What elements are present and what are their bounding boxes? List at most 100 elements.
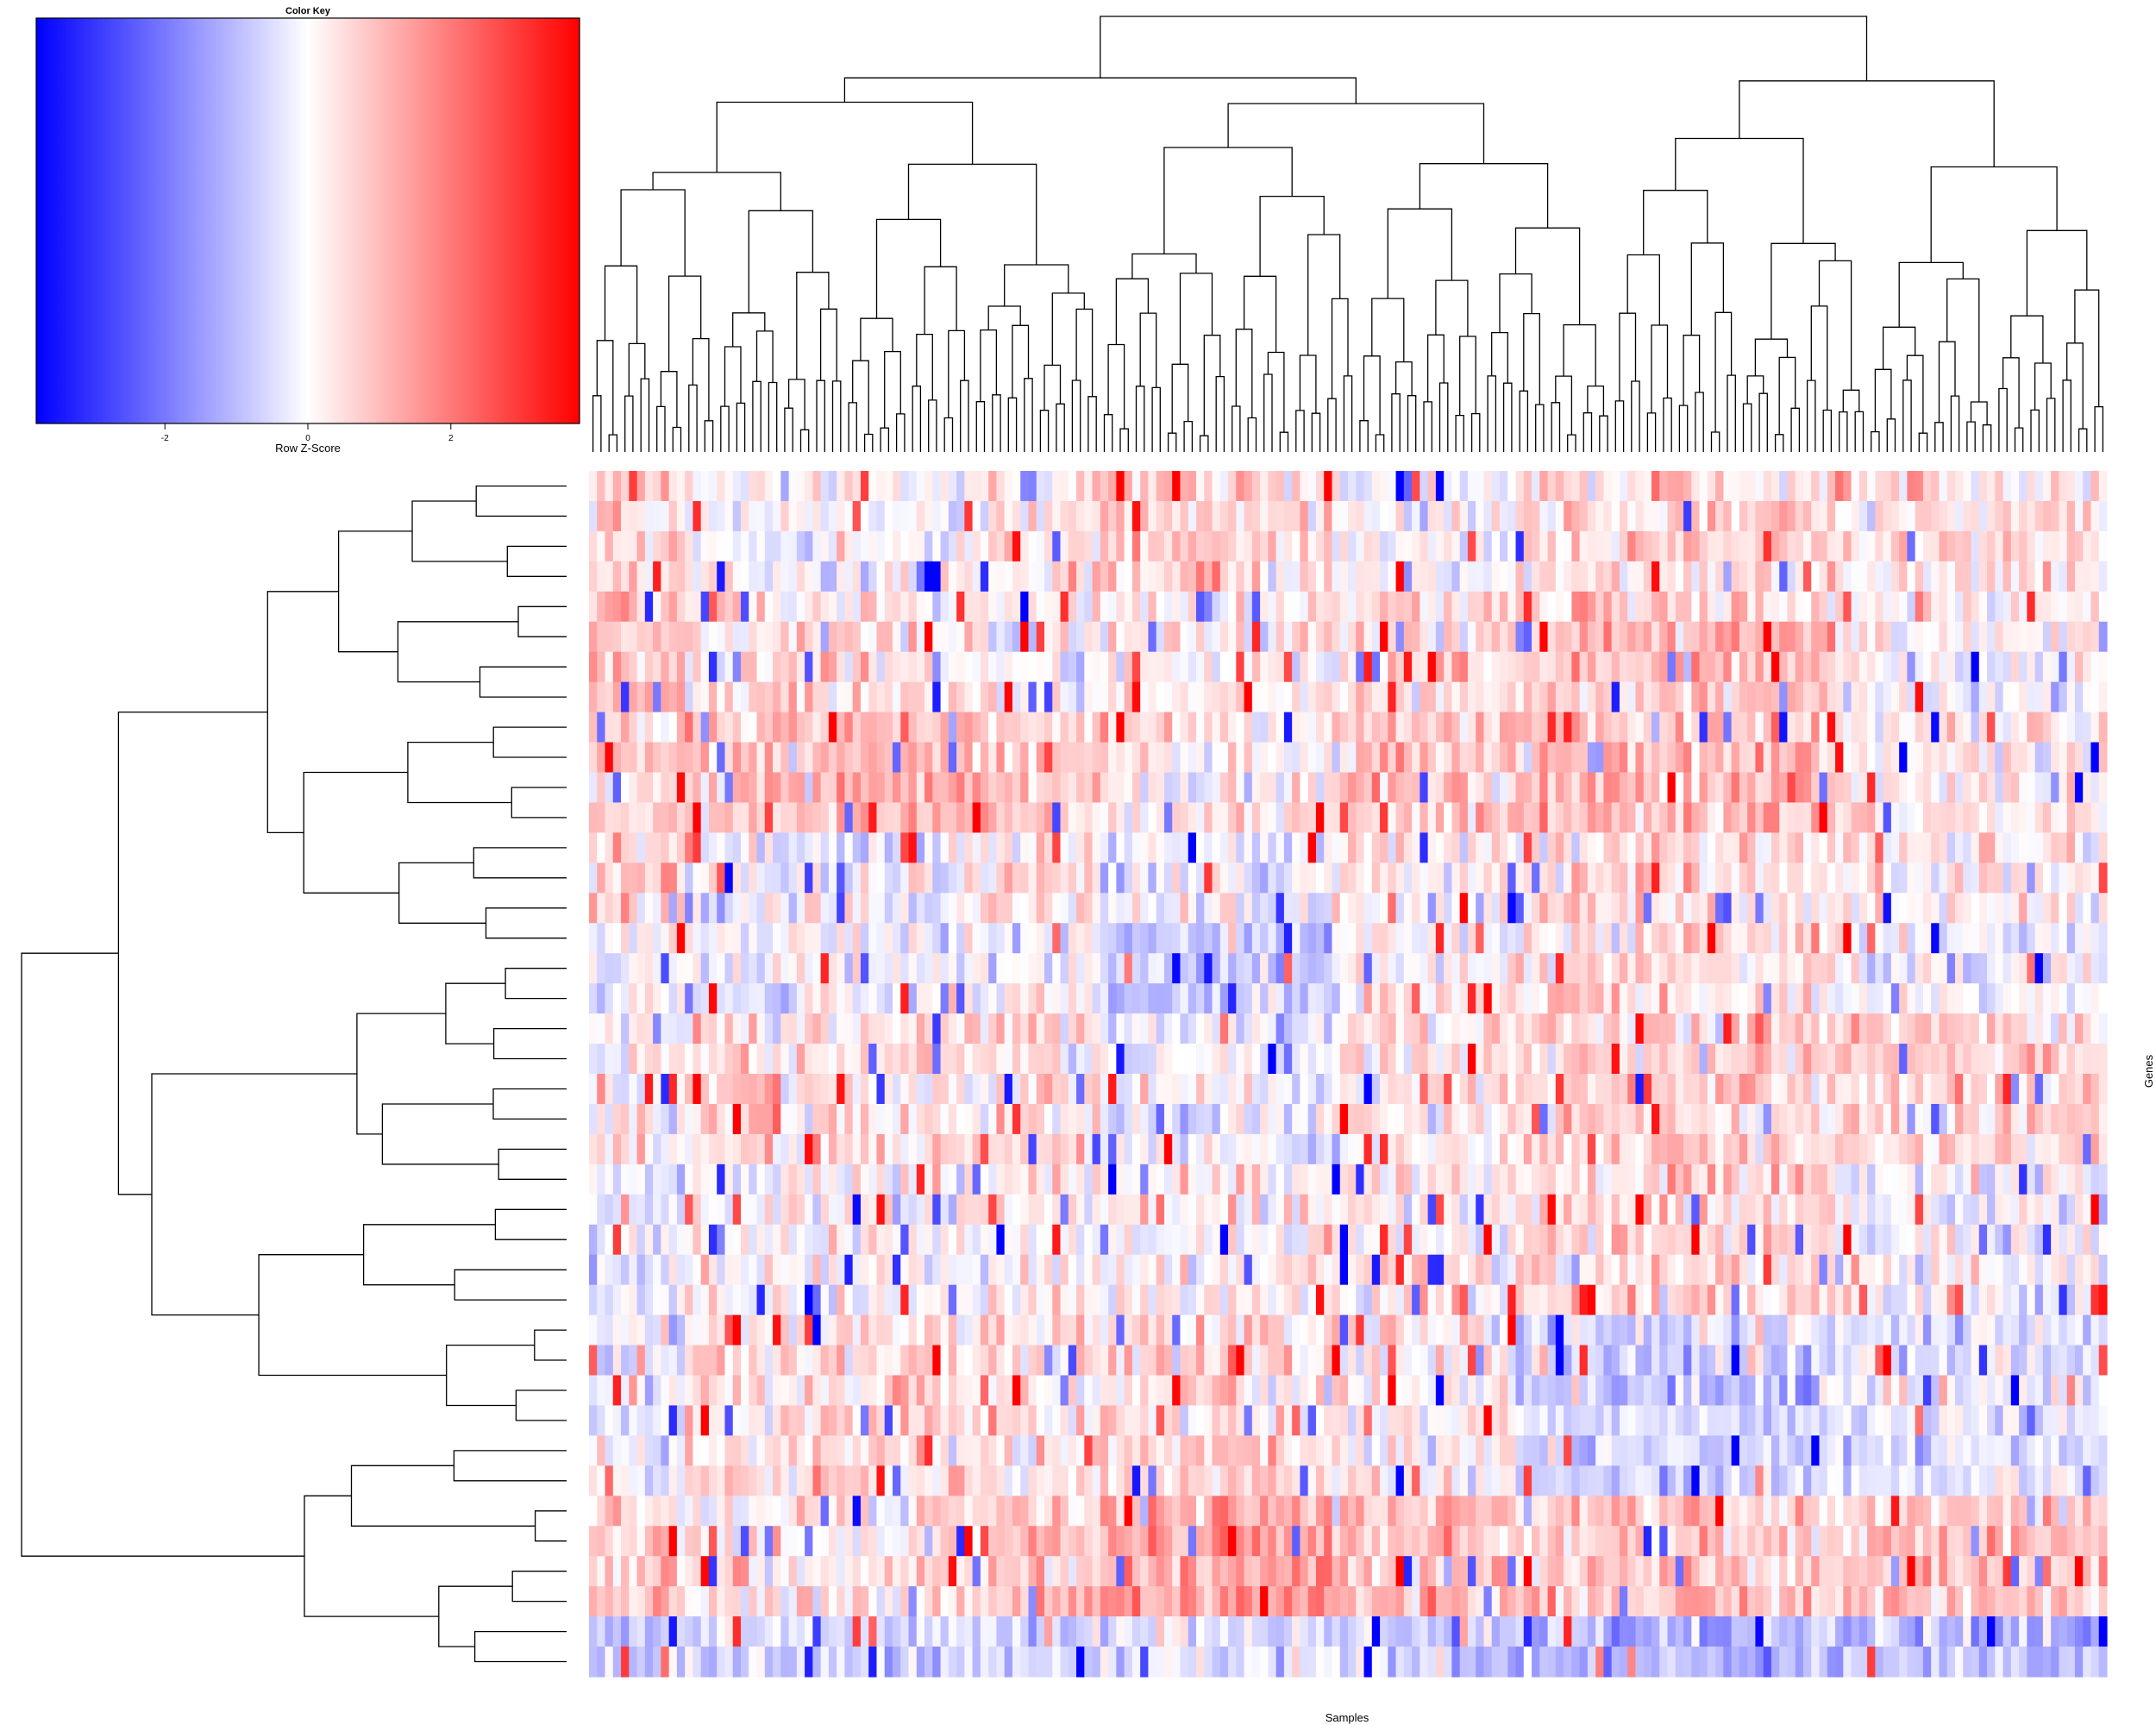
heatmap-cell	[868, 983, 878, 1014]
heatmap-cell	[908, 742, 918, 774]
heatmap-cell	[1444, 530, 1453, 562]
heatmap-cell	[2090, 953, 2100, 984]
heatmap-cell	[1915, 681, 1924, 713]
heatmap-cell	[1251, 832, 1261, 863]
heatmap-cell	[2083, 712, 2092, 743]
heatmap-cell	[1403, 591, 1413, 623]
heatmap-cell	[1380, 681, 1388, 713]
heatmap-cell	[1731, 712, 1740, 743]
heatmap-cell	[796, 471, 805, 502]
heatmap-cell	[1867, 923, 1876, 954]
heatmap-cell	[700, 591, 710, 623]
heatmap-cell	[964, 1164, 974, 1195]
heatmap-cell	[1412, 1103, 1420, 1135]
heatmap-cell	[1028, 651, 1037, 683]
heatmap-cell	[1403, 1044, 1413, 1075]
heatmap-cell	[1268, 530, 1277, 562]
heatmap-cell	[1292, 923, 1301, 954]
heatmap-cell	[988, 983, 998, 1014]
heatmap-cell	[1012, 712, 1021, 743]
heatmap-cell	[1667, 893, 1677, 924]
heatmap-cell	[2074, 1044, 2084, 1075]
heatmap-cell	[1268, 591, 1277, 623]
heatmap-cell	[956, 742, 965, 774]
column-dendrogram-branch	[1295, 410, 1305, 452]
heatmap-cell	[1827, 953, 1836, 984]
heatmap-cell	[1971, 772, 1980, 804]
heatmap-cell	[1603, 953, 1613, 984]
heatmap-cell	[636, 1074, 646, 1105]
heatmap-cell	[1547, 832, 1557, 863]
heatmap-cell	[1467, 1133, 1476, 1165]
heatmap-cell	[1363, 1103, 1373, 1135]
heatmap-cell	[1004, 681, 1013, 713]
heatmap-cell	[708, 1164, 718, 1195]
heatmap-cell	[773, 862, 781, 894]
heatmap-cell	[1324, 530, 1333, 562]
heatmap-cell	[1371, 742, 1381, 774]
heatmap-cell	[820, 832, 830, 863]
heatmap-cell	[676, 953, 686, 984]
heatmap-cell	[924, 832, 933, 863]
heatmap-cell	[612, 1194, 622, 1226]
heatmap-cell	[988, 1133, 998, 1165]
heatmap-cell	[2002, 953, 2012, 984]
heatmap-cell	[1963, 651, 1972, 683]
heatmap-cell	[1587, 832, 1596, 863]
heatmap-cell	[1507, 893, 1517, 924]
heatmap-cell	[1771, 621, 1780, 653]
heatmap-cell	[1315, 1074, 1325, 1105]
heatmap-cell	[1476, 681, 1485, 713]
heatmap-cell	[1547, 712, 1557, 743]
heatmap-cell	[605, 802, 614, 833]
heatmap-cell	[1180, 712, 1189, 743]
heatmap-cell	[1172, 1194, 1181, 1226]
heatmap-cell	[1699, 651, 1708, 683]
heatmap-cell	[1219, 893, 1229, 924]
heatmap-cell	[1555, 1044, 1564, 1075]
heatmap-cell	[788, 923, 798, 954]
heatmap-cell	[1539, 802, 1549, 833]
heatmap-cell	[1978, 712, 1988, 743]
heatmap-cell	[749, 712, 758, 743]
heatmap-cell	[1156, 500, 1165, 532]
heatmap-cell	[876, 1133, 886, 1165]
heatmap-cell	[1476, 983, 1485, 1014]
heatmap-cell	[1052, 651, 1062, 683]
heatmap-cell	[852, 1013, 862, 1044]
heatmap-cell	[1883, 1074, 1892, 1105]
heatmap-cell	[1523, 681, 1532, 713]
heatmap-cell	[1532, 500, 1540, 532]
heatmap-cells	[589, 471, 2108, 1678]
heatmap-cell	[1212, 1194, 1221, 1226]
heatmap-cell	[1946, 1044, 1956, 1075]
heatmap-cell	[1603, 1164, 1613, 1195]
heatmap-cell	[2098, 561, 2108, 593]
heatmap-cell	[1835, 832, 1844, 863]
column-dendrogram-branch	[748, 210, 814, 313]
heatmap-cell	[1890, 832, 1900, 863]
heatmap-cell	[1803, 1133, 1812, 1165]
heatmap-cell	[1659, 983, 1669, 1014]
heatmap-cell	[1188, 742, 1197, 774]
heatmap-cell	[1547, 621, 1557, 653]
heatmap-cell	[732, 530, 742, 562]
heatmap-cell	[805, 651, 813, 683]
heatmap-cell	[1148, 742, 1157, 774]
heatmap-cell	[1180, 742, 1189, 774]
heatmap-cell	[1507, 832, 1517, 863]
heatmap-cell	[1459, 893, 1469, 924]
heatmap-cell	[2059, 1074, 2068, 1105]
heatmap-cell	[1523, 621, 1532, 653]
heatmap-cell	[749, 1133, 758, 1165]
heatmap-cell	[685, 832, 694, 863]
column-dendrogram-branch	[1551, 402, 1561, 452]
heatmap-cell	[1491, 742, 1501, 774]
heatmap-cell	[2010, 561, 2020, 593]
heatmap-cell	[1858, 983, 1868, 1014]
heatmap-cell	[1978, 1013, 1988, 1044]
heatmap-cell	[1867, 1074, 1876, 1105]
heatmap-cell	[2051, 561, 2060, 593]
heatmap-cell	[1803, 561, 1812, 593]
heatmap-cell	[724, 561, 734, 593]
